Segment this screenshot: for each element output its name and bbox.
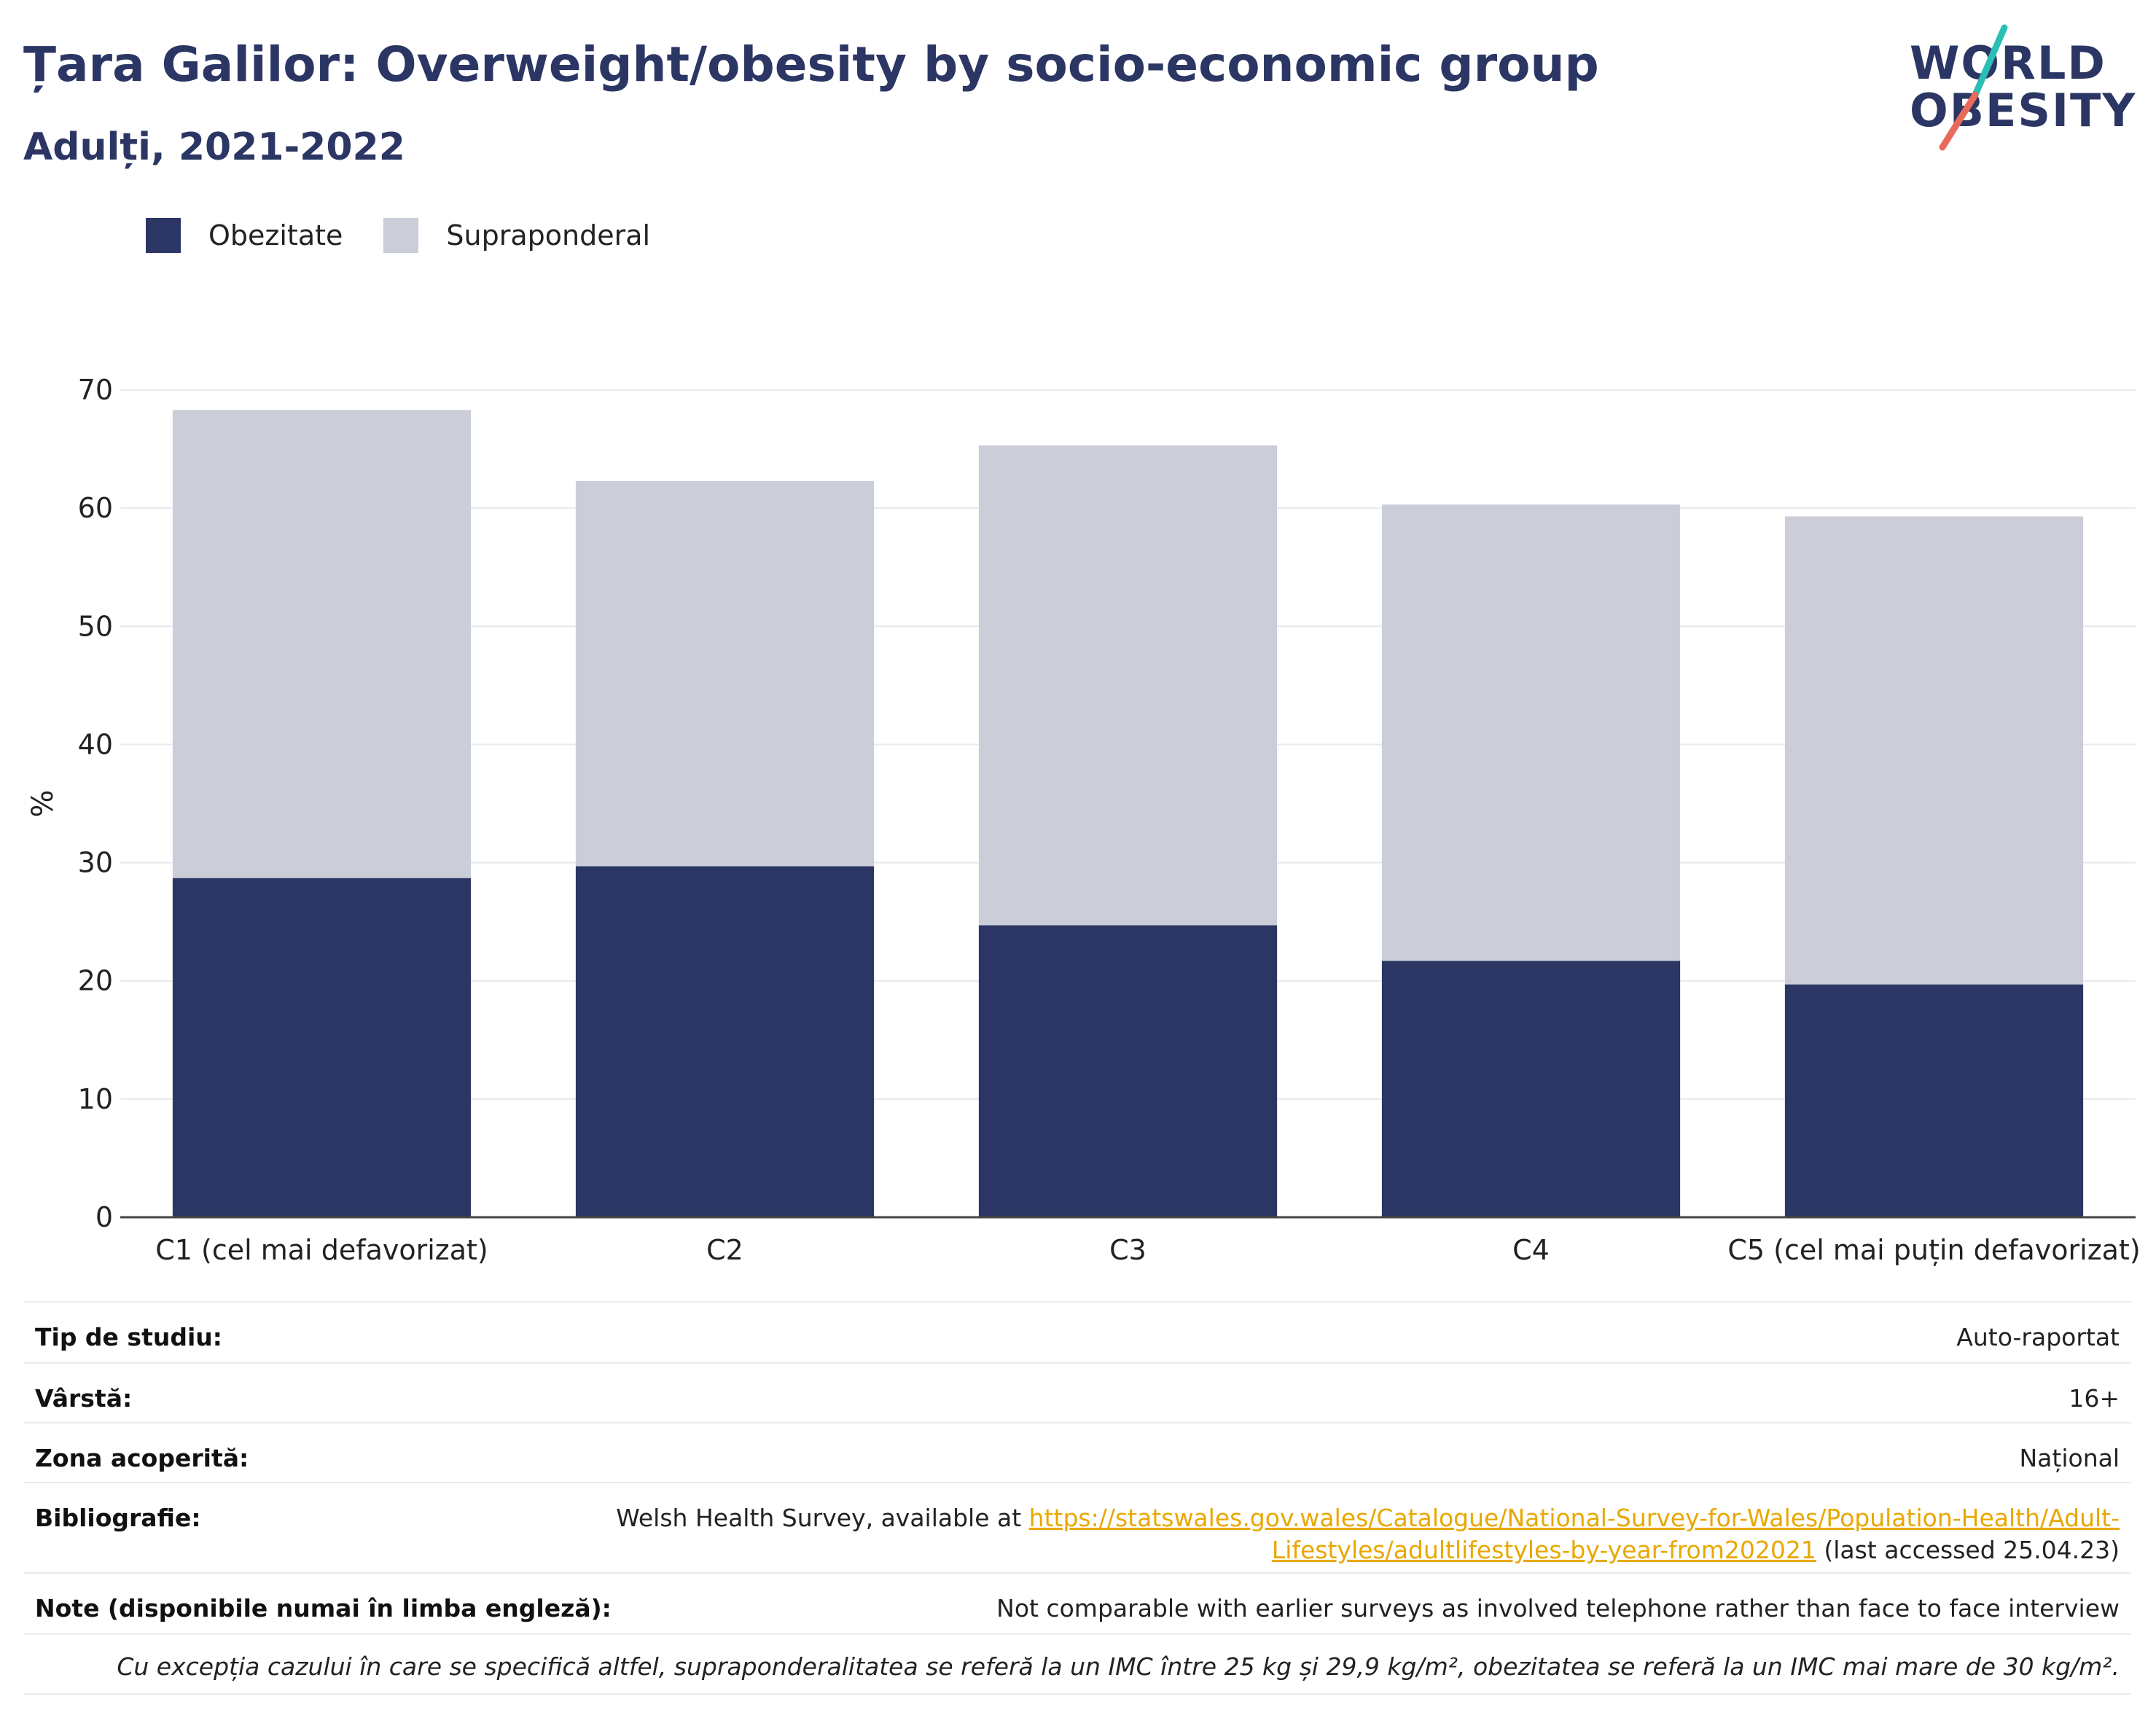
- info-table: Tip de studiu: Auto-raportat Vârstă: 16+…: [23, 1301, 2131, 1695]
- obesity-bar[interactable]: [1381, 961, 1681, 1217]
- y-tick-label: 10: [78, 1083, 113, 1115]
- legend-item-overweight[interactable]: Supraponderal: [383, 218, 650, 253]
- logo-line-1: WORLD: [1910, 36, 2106, 90]
- info-value: Național: [2019, 1444, 2120, 1472]
- legend-swatch-obesity: [146, 218, 181, 253]
- info-label: Zona acoperită:: [35, 1444, 249, 1472]
- overweight-bar[interactable]: [1381, 504, 1681, 961]
- overweight-bar[interactable]: [1784, 516, 2084, 985]
- legend-swatch-overweight: [383, 218, 419, 253]
- x-tick-label: C5 (cel mai puțin defavorizat): [1727, 1234, 2140, 1266]
- info-label: Tip de studiu:: [35, 1323, 222, 1351]
- footnote: Cu excepția cazului în care se specifică…: [23, 1633, 2131, 1695]
- legend-label-obesity: Obezitate: [208, 219, 343, 251]
- logo-slash-icon: [1939, 24, 2008, 151]
- info-row-bibliography: Bibliografie: Welsh Health Survey, avail…: [23, 1482, 2131, 1572]
- overweight-bar[interactable]: [575, 480, 875, 867]
- obesity-bar[interactable]: [1784, 984, 2084, 1217]
- y-tick-label: 50: [78, 610, 113, 642]
- y-tick-label: 20: [78, 965, 113, 997]
- bibliography-suffix: (last accessed 25.04.23): [1816, 1536, 2120, 1564]
- x-tick-label: C3: [1109, 1234, 1147, 1266]
- chart-legend: Obezitate Supraponderal: [146, 217, 691, 254]
- x-tick-label: C1 (cel mai defavorizat): [155, 1234, 488, 1266]
- overweight-bar[interactable]: [172, 410, 472, 878]
- info-value: Not comparable with earlier surveys as i…: [996, 1594, 2120, 1622]
- bibliography-link-part-1: https://statswales.gov.wales/Catalogue/N…: [1028, 1504, 2120, 1532]
- info-label: Note (disponibile numai în limba engleză…: [35, 1594, 612, 1622]
- legend-item-obesity[interactable]: Obezitate: [146, 218, 343, 253]
- x-tick-label: C2: [706, 1234, 743, 1266]
- stacked-bar-chart: 0 10 20 30 40 50 60 70% C1 (cel mai defavorizat)…: [26, 374, 2141, 1266]
- info-label: Vârstă:: [35, 1384, 133, 1413]
- world-obesity-logo: WORLD OBESITY: [1895, 22, 2143, 153]
- info-row-study-type: Tip de studiu: Auto-raportat: [23, 1301, 2131, 1362]
- chart-title: Țara Galilor: Overweight/obesity by soci…: [23, 36, 1599, 93]
- y-tick-label: 40: [78, 728, 113, 760]
- chart-subtitle: Adulți, 2021-2022: [23, 125, 405, 169]
- y-tick-label: 60: [78, 492, 113, 524]
- info-row-coverage: Zona acoperită: Național: [23, 1422, 2131, 1482]
- y-axis-label: %: [26, 789, 60, 817]
- x-tick-label: C4: [1512, 1234, 1550, 1266]
- obesity-bar[interactable]: [575, 866, 875, 1217]
- overweight-bar[interactable]: [978, 445, 1278, 926]
- info-value: Auto-raportat: [1956, 1323, 2120, 1351]
- bibliography-text: Welsh Health Survey, available at https:…: [616, 1502, 2120, 1566]
- logo-line-2: OBESITY: [1910, 84, 2137, 137]
- obesity-bar[interactable]: [978, 925, 1278, 1217]
- y-tick-label: 30: [78, 847, 113, 879]
- legend-label-overweight: Supraponderal: [446, 219, 651, 251]
- axes: 0 10 20 30 40 50 60 70% C1 (cel mai defavorizat)…: [26, 374, 2141, 1266]
- info-row-age: Vârstă: 16+: [23, 1362, 2131, 1422]
- bibliography-prefix: Welsh Health Survey, available at: [616, 1504, 1029, 1532]
- bibliography-link-part-2: Lifestyles/adultlifestyles-by-year-from2…: [1271, 1536, 1816, 1564]
- bibliography-link[interactable]: https://statswales.gov.wales/Catalogue/N…: [1029, 1504, 2120, 1564]
- info-value: 16+: [2069, 1384, 2120, 1413]
- y-tick-label: 70: [78, 374, 113, 406]
- bars: [172, 410, 2084, 1217]
- obesity-bar[interactable]: [172, 878, 472, 1217]
- y-tick-label: 0: [95, 1201, 113, 1233]
- info-row-notes: Note (disponibile numai în limba engleză…: [23, 1572, 2131, 1633]
- info-label: Bibliografie:: [35, 1504, 201, 1532]
